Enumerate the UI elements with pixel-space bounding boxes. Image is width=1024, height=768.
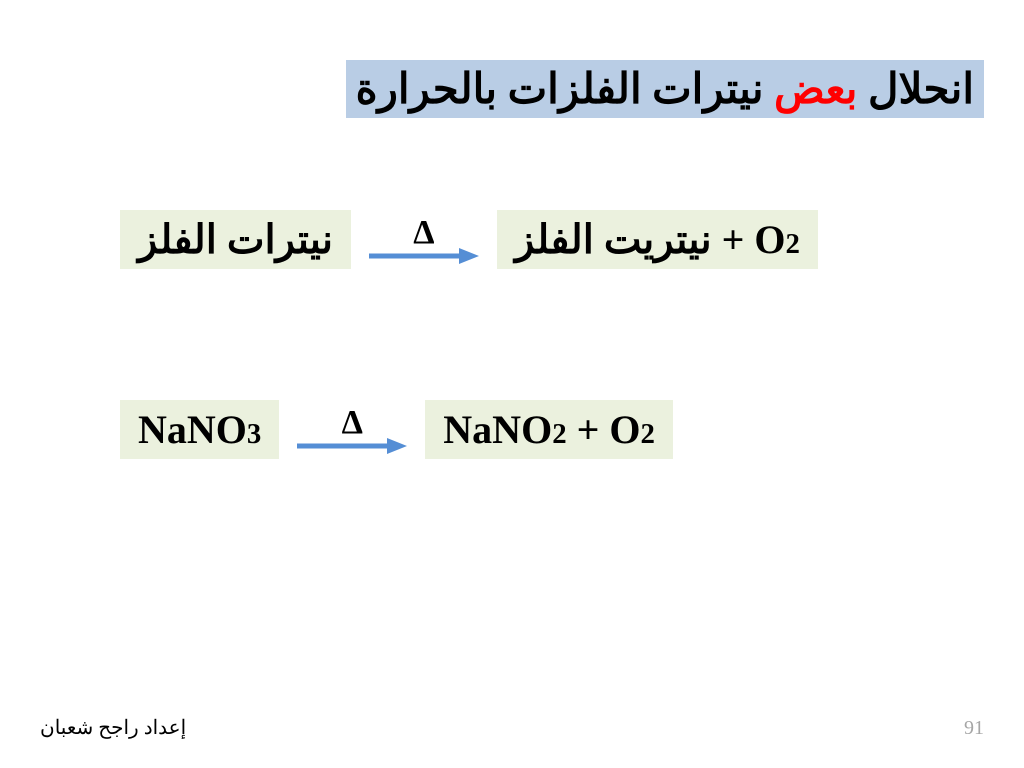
arrow-2: Δ — [297, 404, 407, 456]
product-box-1: O2 + نيتريت الفلز — [497, 210, 818, 269]
product-box-2: NaNO2 + O2 — [425, 400, 673, 459]
title-part-red: بعض — [774, 67, 857, 113]
nano3-sub: 3 — [247, 418, 261, 450]
reactant-box-1: نيترات الفلز — [120, 210, 351, 269]
author-credit: إعداد راجح شعبان — [40, 715, 186, 740]
reaction-row-1: نيترات الفلز Δ O2 + نيتريت الفلز — [120, 210, 818, 269]
slide-title: انحلال بعض نيترات الفلزات بالحرارة — [346, 60, 984, 118]
title-part3: نيترات الفلزات بالحرارة — [356, 67, 764, 113]
o2b-sub: 2 — [641, 418, 655, 450]
o2-sub: 2 — [786, 228, 800, 260]
nano3-text: NaNO — [138, 407, 247, 452]
plus-o2: + O — [567, 407, 641, 452]
o2-text: O — [754, 217, 785, 262]
product-1-ar: + نيتريت الفلز — [515, 217, 754, 262]
nano2-text: NaNO — [443, 407, 552, 452]
nano2-sub: 2 — [552, 418, 566, 450]
arrow-icon — [297, 436, 407, 456]
arrow-1: Δ — [369, 214, 479, 266]
reactant-box-2: NaNO3 — [120, 400, 279, 459]
page-number: 91 — [964, 717, 984, 740]
title-part1: انحلال — [868, 67, 974, 113]
arrow-icon — [369, 246, 479, 266]
reaction-row-2: NaNO3 Δ NaNO2 + O2 — [120, 400, 673, 459]
